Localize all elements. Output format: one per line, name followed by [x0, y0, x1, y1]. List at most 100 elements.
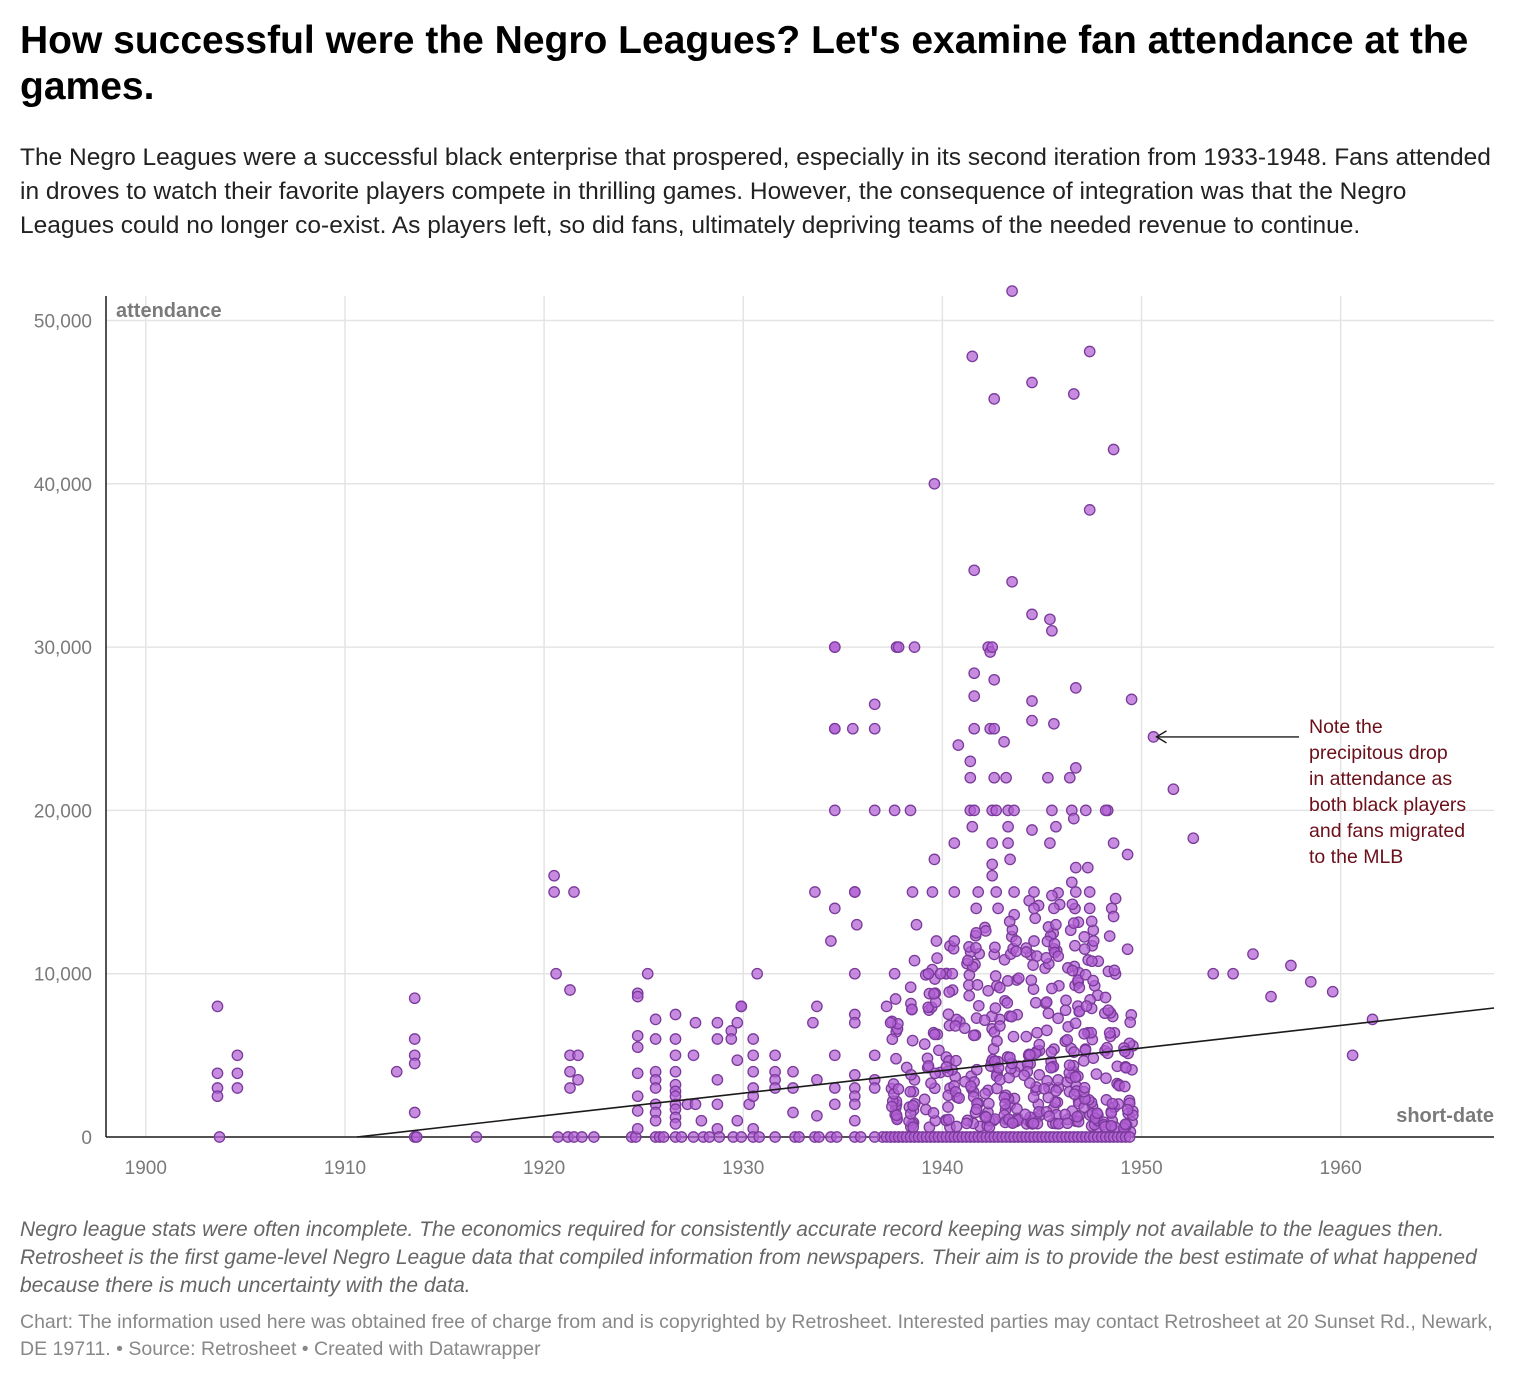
data-point [1050, 820, 1062, 833]
data-point [564, 984, 576, 996]
data-point [904, 1085, 917, 1098]
data-point [1078, 943, 1091, 955]
data-point [991, 1035, 1003, 1047]
data-point [1029, 912, 1042, 925]
data-point [968, 690, 981, 702]
data-point [999, 1098, 1011, 1110]
data-point [948, 837, 961, 849]
data-point [711, 1033, 724, 1045]
data-point [934, 967, 947, 980]
data-point [1118, 1080, 1131, 1093]
y-tick-label: 0 [81, 1128, 92, 1149]
chart-title: How successful were the Negro Leagues? L… [20, 19, 1469, 108]
chart-subtitle: The Negro Leagues were a successful blac… [20, 144, 1491, 239]
data-point [986, 869, 999, 882]
data-point [1046, 982, 1058, 995]
data-point [1023, 1077, 1036, 1089]
x-tick-label: 1930 [722, 1158, 764, 1179]
data-point [787, 1065, 799, 1078]
data-point [931, 952, 943, 964]
data-point [631, 990, 644, 1003]
data-point [828, 804, 841, 817]
data-point [907, 1099, 919, 1112]
data-point [588, 1131, 600, 1143]
data-point [1028, 902, 1040, 915]
data-point [1050, 918, 1062, 931]
data-point [1090, 1068, 1103, 1080]
data-point [769, 1082, 781, 1094]
data-point [231, 1049, 244, 1062]
data-point [943, 986, 956, 998]
data-point [753, 1131, 766, 1143]
data-point [1073, 981, 1086, 994]
data-point [1012, 972, 1025, 985]
data-point [1046, 889, 1058, 902]
data-point [1078, 1081, 1091, 1094]
scatter-chart: 1900 1910 1920 1930 1940 1950 1960 0 10,000 20,00… [34, 285, 1495, 1179]
data-point [1108, 964, 1121, 977]
data-point [990, 804, 1003, 817]
data-point [986, 837, 999, 849]
data-point [410, 1131, 423, 1143]
data-point [1124, 1016, 1137, 1029]
data-point [1085, 915, 1098, 928]
data-point [830, 1131, 843, 1143]
annotation-text-line: in attendance as [1309, 768, 1452, 790]
data-point [1083, 902, 1096, 915]
data-point [669, 1008, 682, 1021]
data-point [868, 1049, 881, 1062]
data-point [926, 886, 939, 898]
data-point [1018, 1069, 1030, 1082]
data-point [904, 981, 917, 994]
data-point [828, 641, 841, 653]
data-point [1026, 824, 1038, 836]
data-point [968, 667, 981, 680]
data-point [751, 967, 764, 980]
data-point [1069, 939, 1081, 952]
data-point [918, 1038, 931, 1050]
data-point [848, 1098, 861, 1111]
data-point [769, 1131, 781, 1143]
data-point [669, 1049, 682, 1062]
data-point [1080, 1000, 1093, 1012]
data-point [731, 1114, 744, 1127]
data-point [918, 1093, 931, 1106]
data-point [972, 999, 985, 1012]
data-point [848, 1016, 861, 1029]
data-point [649, 1033, 662, 1045]
data-point [1020, 946, 1033, 958]
data-point [908, 954, 921, 967]
data-point [1119, 1118, 1132, 1131]
data-point [1045, 1046, 1058, 1058]
data-point [747, 1090, 760, 1103]
data-point [982, 1097, 995, 1110]
data-point [1033, 1069, 1046, 1081]
data-point [942, 1113, 955, 1126]
data-point [989, 941, 1001, 954]
data-point [1069, 861, 1082, 874]
annotation-text-line: precipitous drop [1309, 742, 1448, 764]
data-point [828, 902, 841, 915]
data-point [1026, 608, 1038, 621]
data-point [572, 1049, 584, 1062]
data-point [1121, 943, 1134, 956]
data-point [1004, 853, 1016, 866]
data-point [988, 393, 1001, 405]
data-point [888, 804, 901, 817]
data-point [1285, 959, 1297, 972]
data-point [657, 1131, 670, 1143]
x-axis-label: short-date [1396, 1105, 1494, 1127]
data-point [929, 1067, 942, 1080]
data-point [1078, 931, 1091, 943]
data-point [1063, 771, 1076, 784]
data-point [1065, 876, 1078, 889]
data-point [1069, 762, 1082, 774]
y-tick-label: 10,000 [34, 965, 92, 986]
data-point [1026, 695, 1038, 707]
data-point [962, 954, 974, 967]
data-point [1033, 1038, 1046, 1051]
data-point [1028, 886, 1040, 898]
data-point [1026, 376, 1038, 389]
data-point [669, 1065, 682, 1078]
data-point [1069, 886, 1082, 898]
